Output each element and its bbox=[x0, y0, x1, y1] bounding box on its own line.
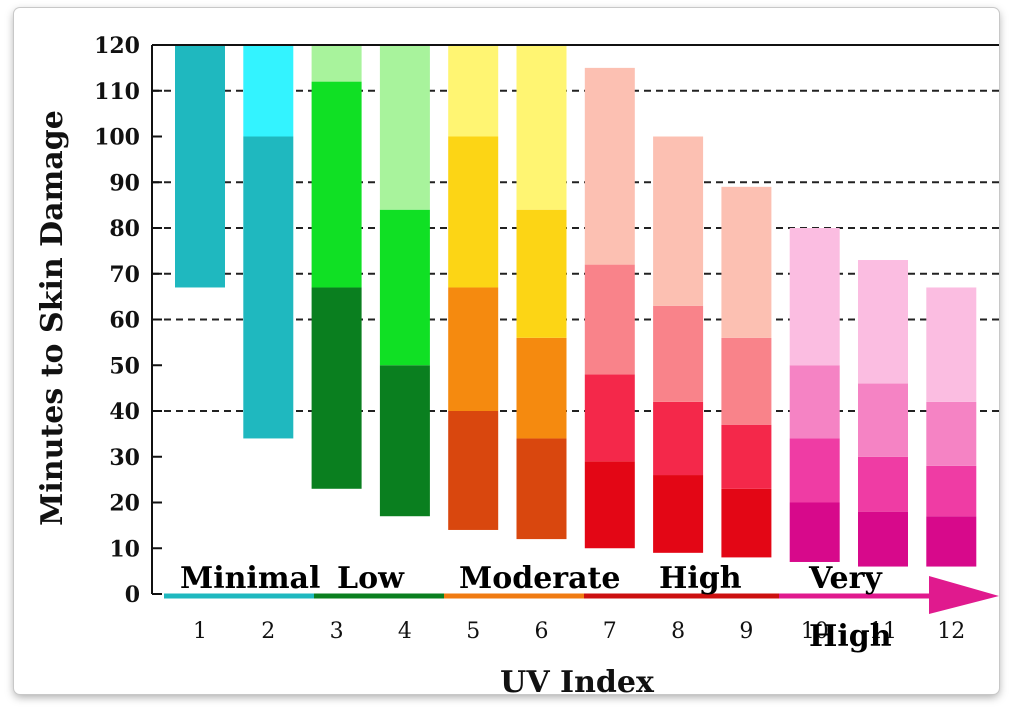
bar-segment-uv-10 bbox=[789, 438, 840, 503]
x-tick-label: 10 bbox=[801, 619, 829, 644]
bar-segment-uv-12 bbox=[926, 401, 977, 466]
grid-lines bbox=[152, 89, 999, 412]
bar-segment-uv-8 bbox=[653, 401, 704, 476]
category-label-very: Very bbox=[808, 561, 883, 596]
y-tick-label: 0 bbox=[125, 582, 140, 608]
y-tick-label: 90 bbox=[109, 170, 140, 196]
bar-segment-uv-5 bbox=[448, 411, 499, 530]
y-ticks: 0 10 20 30 40 50 60 70 80 90 100 110 120 bbox=[94, 33, 162, 608]
y-tick-label: 100 bbox=[94, 125, 140, 151]
bar-segment-uv-8 bbox=[653, 475, 704, 553]
bar-segment-uv-8 bbox=[653, 136, 704, 306]
category-label-low: Low bbox=[337, 561, 405, 596]
bar-segment-uv-12 bbox=[926, 516, 977, 567]
x-tick-label: 4 bbox=[398, 619, 412, 644]
bar-segment-uv-11 bbox=[858, 383, 908, 457]
bar-segment-uv-12 bbox=[926, 287, 977, 402]
bar-segment-uv-5 bbox=[448, 45, 499, 137]
bar-segment-uv-7 bbox=[584, 67, 635, 265]
bar-segment-uv-9 bbox=[721, 424, 772, 489]
bar-segment-uv-4 bbox=[379, 209, 430, 366]
bar-segment-uv-3 bbox=[311, 287, 362, 489]
chart-frame: 0 10 20 30 40 50 60 70 80 90 100 110 120 1 2 3 4 5 6 7 8 9 10… bbox=[14, 8, 999, 694]
y-tick-label: 50 bbox=[109, 353, 140, 379]
bar-segment-uv-3 bbox=[311, 81, 362, 288]
y-tick-label: 110 bbox=[94, 79, 140, 105]
bar-segment-uv-6 bbox=[516, 337, 567, 439]
y-tick-label: 80 bbox=[109, 216, 140, 242]
y-tick-label: 120 bbox=[94, 33, 140, 59]
bar-segment-uv-10 bbox=[789, 502, 840, 562]
bar-segment-uv-1 bbox=[175, 45, 225, 288]
bar-segment-uv-3 bbox=[311, 45, 362, 82]
bar-segment-uv-7 bbox=[584, 461, 635, 549]
bars bbox=[175, 45, 977, 567]
bar-segment-uv-10 bbox=[789, 228, 840, 366]
x-tick-label: 11 bbox=[869, 619, 897, 644]
arrow-head bbox=[929, 576, 999, 614]
x-ticks: 1 2 3 4 5 6 7 8 9 10 11 12 bbox=[193, 619, 965, 644]
bar-segment-uv-9 bbox=[721, 337, 772, 425]
y-tick-label: 60 bbox=[109, 308, 140, 334]
bar-segment-uv-6 bbox=[516, 438, 567, 540]
x-tick-label: 3 bbox=[330, 619, 344, 644]
bar-segment-uv-8 bbox=[653, 305, 704, 402]
y-tick-label: 40 bbox=[109, 399, 140, 425]
x-axis-title: UV Index bbox=[500, 665, 655, 694]
bar-segment-uv-7 bbox=[584, 374, 635, 462]
x-tick-label: 9 bbox=[739, 619, 753, 644]
y-tick-label: 20 bbox=[109, 491, 140, 517]
x-tick-label: 8 bbox=[671, 619, 685, 644]
bar-segment-uv-9 bbox=[721, 488, 772, 558]
y-axis-title: Minutes to Skin Damage bbox=[35, 110, 70, 526]
x-tick-label: 7 bbox=[603, 619, 617, 644]
bar-segment-uv-7 bbox=[584, 264, 635, 375]
bar-segment-uv-4 bbox=[379, 365, 430, 517]
x-tick-label: 2 bbox=[261, 619, 275, 644]
uv-category-arrows bbox=[164, 576, 999, 614]
bar-segment-uv-10 bbox=[789, 365, 840, 439]
category-label-high: High bbox=[659, 561, 742, 596]
category-label-moderate: Moderate bbox=[459, 561, 620, 596]
bar-segment-uv-2 bbox=[243, 45, 294, 137]
y-tick-label: 30 bbox=[109, 445, 140, 471]
uv-category-labels: Minimal Low Moderate High Very High bbox=[180, 561, 892, 654]
bar-segment-uv-2 bbox=[243, 136, 294, 439]
bar-segment-uv-6 bbox=[516, 45, 567, 210]
bar-segment-uv-5 bbox=[448, 136, 499, 288]
bar-segment-uv-9 bbox=[721, 186, 772, 338]
category-label-minimal: Minimal bbox=[180, 561, 320, 596]
bar-segment-uv-6 bbox=[516, 209, 567, 338]
x-tick-label: 1 bbox=[193, 619, 207, 644]
category-label-very-high: High bbox=[809, 619, 892, 654]
y-tick-label: 70 bbox=[109, 262, 140, 288]
x-tick-label: 5 bbox=[466, 619, 480, 644]
bar-segment-uv-4 bbox=[379, 45, 430, 210]
bar-segment-uv-5 bbox=[448, 287, 499, 411]
x-tick-label: 12 bbox=[937, 619, 965, 644]
bar-segment-uv-11 bbox=[858, 511, 908, 567]
bar-segment-uv-12 bbox=[926, 465, 977, 517]
x-tick-label: 6 bbox=[535, 619, 549, 644]
y-tick-label: 10 bbox=[109, 536, 140, 562]
bar-segment-uv-11 bbox=[858, 260, 908, 384]
bar-segment-uv-11 bbox=[858, 456, 908, 512]
